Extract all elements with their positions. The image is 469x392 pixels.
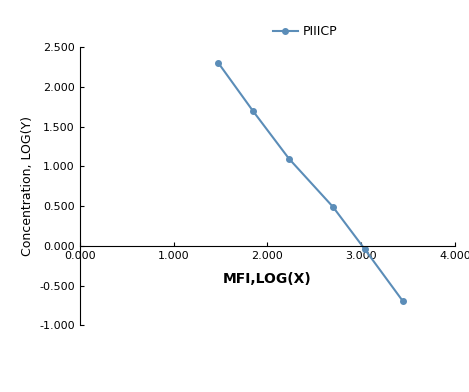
- PIIICP: [362, 247, 368, 252]
- X-axis label: MFI,LOG(X): MFI,LOG(X): [223, 272, 312, 286]
- Y-axis label: Concentration, LOG(Y): Concentration, LOG(Y): [21, 116, 34, 256]
- PIIICP: [286, 156, 292, 161]
- Legend: PIIICP: PIIICP: [267, 20, 342, 43]
- Line: PIIICP: PIIICP: [215, 60, 406, 304]
- PIIICP: [330, 205, 336, 209]
- PIIICP: [400, 299, 406, 304]
- PIIICP: [215, 60, 221, 65]
- PIIICP: [250, 108, 256, 113]
